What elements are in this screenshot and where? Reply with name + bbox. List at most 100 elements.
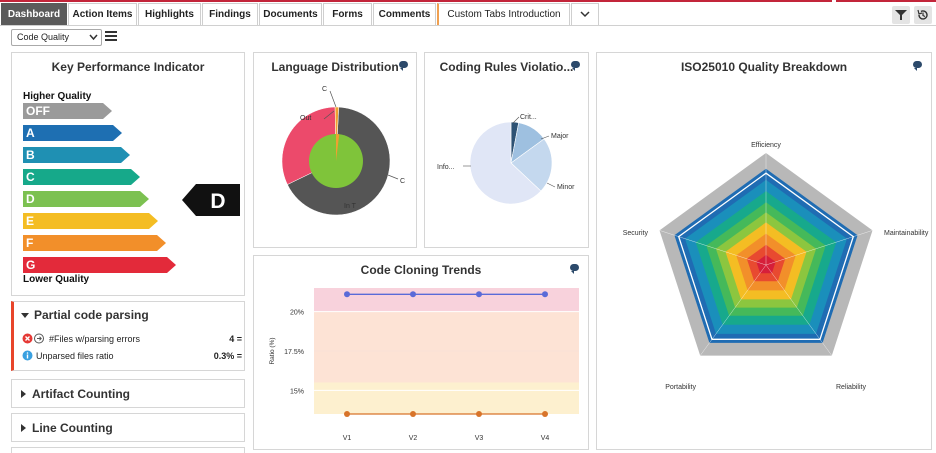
tab-action-items[interactable]: Action Items	[68, 3, 137, 25]
y-tick-label: 17.5%	[284, 349, 304, 356]
series-point-0	[344, 291, 350, 298]
expand-icon[interactable]	[21, 390, 26, 398]
comment-icon[interactable]	[399, 61, 408, 71]
coding-rules-title: Coding Rules Violatio...	[439, 60, 574, 74]
current-grade-label: D	[210, 190, 225, 213]
grade-band-b: B	[23, 147, 130, 163]
next-section	[11, 447, 245, 453]
series-point-1	[476, 411, 482, 417]
info-icon	[22, 350, 33, 361]
unparsed-ratio-value: 0.3% =	[213, 351, 242, 361]
view-select[interactable]: Code Quality	[11, 29, 102, 46]
radar-spoke	[659, 230, 767, 266]
tab-highlights[interactable]: Highlights	[138, 3, 201, 25]
tab-forms[interactable]: Forms	[323, 3, 372, 25]
comment-icon[interactable]	[571, 61, 580, 71]
parsing-errors-row: #Files w/parsing errors 4 =	[22, 333, 242, 345]
artifact-counting-section[interactable]: Artifact Counting	[11, 379, 245, 408]
leader-line	[546, 182, 556, 188]
pie-label-in-t: In T	[344, 203, 357, 210]
history-icon	[917, 9, 928, 20]
y-axis-label: Ratio (%)	[269, 337, 276, 364]
artifact-counting-title[interactable]: Artifact Counting	[32, 387, 130, 401]
tab-documents[interactable]: Documents	[259, 3, 322, 25]
comment-icon[interactable]	[913, 61, 922, 71]
code-cloning-chart: 20% 17.5% 15% Ratio (%) V1 V2 V3 V4	[269, 288, 579, 442]
leader-line	[329, 90, 337, 108]
zone-high	[314, 288, 579, 312]
language-distribution-panel: Language Distribution C Out C In T	[253, 52, 417, 248]
tab-custom-tabs-introduction[interactable]: Custom Tabs Introduction	[437, 3, 570, 25]
collapse-icon[interactable]	[21, 313, 29, 318]
radar-spoke	[699, 264, 767, 356]
series-point-0	[542, 291, 548, 298]
radar-value-line	[677, 172, 855, 340]
filter-icon	[895, 10, 907, 20]
accent-line	[836, 0, 936, 2]
language-distribution-title: Language Distribution	[271, 60, 399, 74]
pie-label-out: Out	[300, 115, 311, 122]
chevron-down-icon	[89, 34, 98, 41]
leader-line	[387, 174, 399, 180]
series-point-1	[410, 411, 416, 417]
grade-band-a: A	[23, 125, 122, 141]
series-point-1	[344, 411, 350, 417]
line-counting-title[interactable]: Line Counting	[32, 421, 113, 435]
radar-spoke	[765, 264, 833, 356]
series-point-0	[410, 291, 416, 298]
current-grade-indicator: D	[182, 184, 240, 216]
grade-band-e: E	[23, 213, 158, 229]
lower-quality-label: Lower Quality	[23, 274, 90, 285]
leader-line	[540, 135, 550, 140]
history-button[interactable]	[914, 6, 932, 24]
filter-button[interactable]	[892, 6, 910, 24]
higher-quality-label: Higher Quality	[23, 91, 92, 102]
coding-rules-chart: Crit... Major Minor Info...	[437, 114, 575, 205]
radar-axis-label-efficiency: Efficiency	[751, 142, 781, 149]
pie-label-minor: Minor	[557, 184, 575, 191]
x-tick-label: V4	[541, 435, 550, 442]
code-cloning-panel: Code Cloning Trends 20% 17.5% 15% Ratio (%)…	[253, 255, 589, 450]
y-tick-label: 20%	[290, 310, 304, 317]
pie-label-major: Major	[551, 133, 569, 140]
expand-icon[interactable]	[21, 424, 26, 432]
tab-findings[interactable]: Findings	[202, 3, 258, 25]
x-tick-label: V2	[409, 435, 418, 442]
menu-icon[interactable]	[105, 31, 117, 43]
view-select-value: Code Quality	[17, 32, 70, 42]
grade-band-g: G	[23, 257, 176, 273]
code-cloning-title: Code Cloning Trends	[360, 263, 482, 277]
parsing-errors-label: #Files w/parsing errors	[49, 334, 141, 344]
series-point-0	[476, 291, 482, 298]
top-tab-bar: Dashboard Action Items Highlights Findin…	[0, 0, 936, 26]
iso-title: ISO25010 Quality Breakdown	[680, 60, 848, 74]
parsing-errors-value: 4 =	[229, 334, 242, 344]
more-tabs-button[interactable]	[571, 3, 599, 25]
iso-quality-panel: ISO25010 Quality Breakdown Efficiency Mai…	[596, 52, 932, 450]
leader-line	[512, 116, 520, 124]
unparsed-ratio-row: Unparsed files ratio 0.3% =	[22, 350, 242, 362]
pie-label-info: Info...	[437, 164, 455, 171]
unparsed-ratio-label: Unparsed files ratio	[36, 351, 114, 361]
comment-icon[interactable]	[570, 264, 579, 274]
zone-mid	[314, 311, 579, 383]
zone-low	[314, 382, 579, 414]
pie-slice-inner-minor	[336, 134, 340, 161]
tab-dashboard[interactable]: Dashboard	[1, 3, 67, 25]
grade-band-f: F	[23, 235, 166, 251]
radar-axis-label-portability: Portability	[665, 384, 696, 391]
tab-comments[interactable]: Comments	[373, 3, 436, 25]
pie-slice-minor	[510, 138, 553, 192]
y-tick-label: 15%	[290, 388, 304, 395]
partial-code-parsing-section: Partial code parsing #Files w/parsing er…	[11, 301, 245, 371]
x-tick-label: V3	[475, 435, 484, 442]
kpi-title: Key Performance Indicator	[51, 60, 205, 74]
line-counting-section[interactable]: Line Counting	[11, 413, 245, 442]
partial-code-parsing-title[interactable]: Partial code parsing	[34, 308, 149, 322]
grade-band-c: C	[23, 169, 140, 185]
leader-line	[323, 110, 335, 120]
iso-radar-chart: Efficiency Maintainability Reliability Port…	[623, 142, 929, 391]
grade-band-off: OFF	[23, 103, 112, 119]
radar-axis-label-security: Security	[623, 230, 649, 237]
coding-rules-panel: Coding Rules Violatio... Crit... Major Min…	[424, 52, 589, 248]
